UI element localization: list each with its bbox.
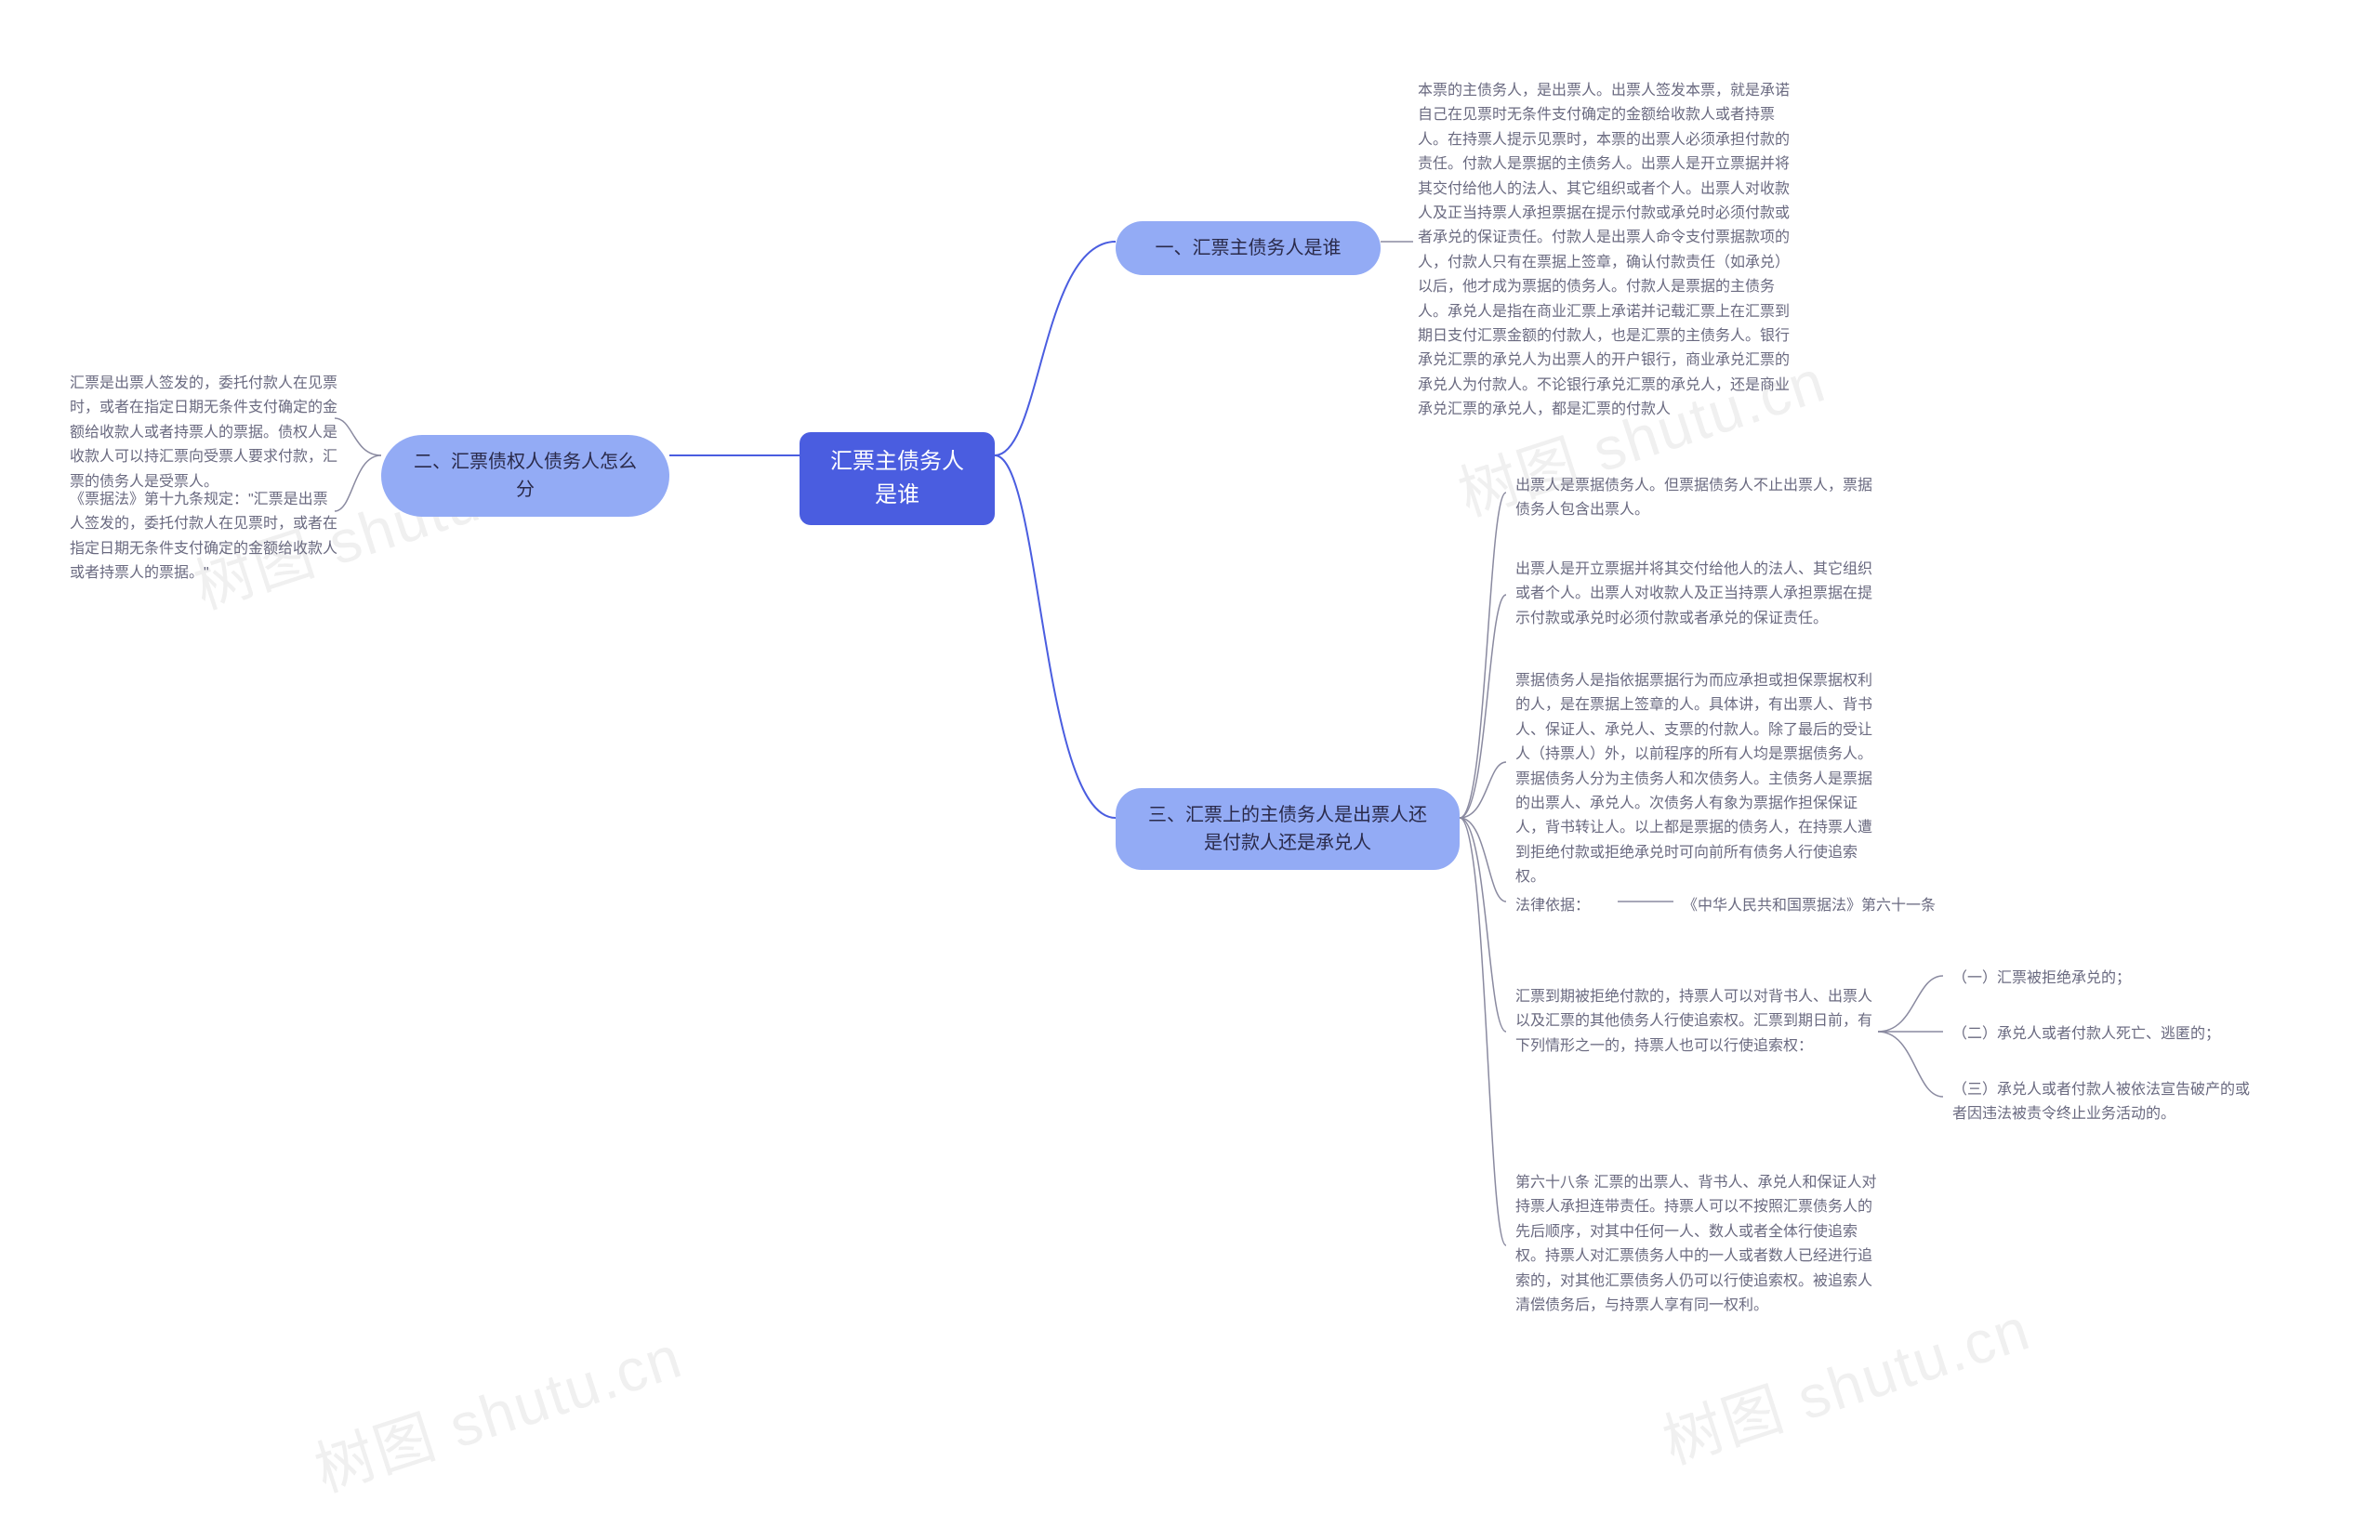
leaf-b1-1: 本票的主债务人，是出票人。出票人签发本票，就是承诺自己在见票时无条件支付确定的金… — [1418, 79, 1790, 422]
mindmap-canvas: 树图 shutu.cn 树图 shutu.cn 树图 shutu.cn 树图 s… — [0, 0, 2380, 1540]
leaf-b3-5: 汇票到期被拒绝付款的，持票人可以对背书人、出票人以及汇票的其他债务人行使追索权。… — [1515, 985, 1878, 1059]
branch-node-2[interactable]: 二、汇票债权人债务人怎么分 — [381, 435, 669, 517]
leaf-b3-5-2: （二）承兑人或者付款人死亡、逃匿的； — [1952, 1022, 2259, 1046]
leaf-b3-1: 出票人是票据债务人。但票据债务人不止出票人，票据债务人包含出票人。 — [1515, 474, 1878, 523]
leaf-b3-3: 票据债务人是指依据票据行为而应承担或担保票据权利的人，是在票据上签章的人。具体讲… — [1515, 669, 1878, 890]
branch-3-label: 三、汇票上的主债务人是出票人还是付款人还是承兑人 — [1142, 801, 1434, 857]
leaf-b3-4b: 《中华人民共和国票据法》第六十一条 — [1683, 892, 1990, 915]
leaf-b2-1: 汇票是出票人签发的，委托付款人在见票时，或者在指定日期无条件支付确定的金额给收款… — [70, 372, 339, 494]
branch-2-label: 二、汇票债权人债务人怎么分 — [407, 448, 643, 504]
leaf-b3-2: 出票人是开立票据并将其交付给他人的法人、其它组织或者个人。出票人对收款人及正当持… — [1515, 558, 1878, 631]
watermark: 树图 shutu.cn — [303, 1310, 692, 1508]
branch-node-3[interactable]: 三、汇票上的主债务人是出票人还是付款人还是承兑人 — [1116, 788, 1460, 870]
leaf-b2-2: 《票据法》第十九条规定："汇票是出票人签发的，委托付款人在见票时，或者在指定日期… — [70, 488, 339, 586]
branch-node-1[interactable]: 一、汇票主债务人是谁 — [1116, 221, 1381, 275]
leaf-b3-5-3: （三）承兑人或者付款人被依法宣告破产的或者因违法被责令终止业务活动的。 — [1952, 1078, 2259, 1127]
leaf-b3-5-1: （一）汇票被拒绝承兑的； — [1952, 967, 2259, 991]
root-label: 汇票主债务人是谁 — [826, 445, 969, 512]
leaf-b3-4a: 法律依据： — [1515, 892, 1590, 915]
root-node[interactable]: 汇票主债务人是谁 — [800, 432, 995, 525]
branch-1-label: 一、汇票主债务人是谁 — [1156, 234, 1342, 262]
leaf-b3-6: 第六十八条 汇票的出票人、背书人、承兑人和保证人对持票人承担连带责任。持票人可以… — [1515, 1171, 1878, 1318]
